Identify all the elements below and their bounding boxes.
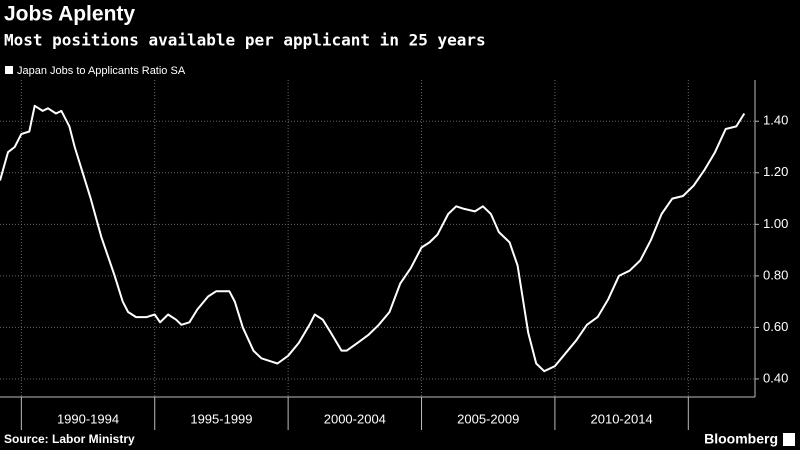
source: Source: Labor Ministry xyxy=(4,432,135,446)
y-tick-label: 0.40 xyxy=(763,370,788,385)
chart-title: Jobs Aplenty xyxy=(4,3,135,26)
legend-label: Japan Jobs to Applicants Ratio SA xyxy=(17,65,186,77)
brand: Bloomberg xyxy=(704,431,778,447)
chart-subtitle: Most positions available per applicant i… xyxy=(4,31,486,50)
x-tick-label: 1995-1999 xyxy=(190,411,252,426)
y-tick-label: 1.40 xyxy=(763,113,788,128)
line xyxy=(0,104,746,373)
y-tick-label: 0.60 xyxy=(763,319,788,334)
brand-icon xyxy=(783,433,795,446)
y-tick-label: 1.20 xyxy=(763,164,788,179)
x-tick-label: 2000-2004 xyxy=(324,411,386,426)
y-tick-label: 0.80 xyxy=(763,267,788,282)
x-tick-label: 2010-2014 xyxy=(591,411,653,426)
x-tick-label: 2005-2009 xyxy=(457,411,519,426)
legend-swatch xyxy=(5,66,13,74)
y-tick-label: 1.00 xyxy=(763,216,788,231)
x-tick-label: 1990-1994 xyxy=(57,411,119,426)
